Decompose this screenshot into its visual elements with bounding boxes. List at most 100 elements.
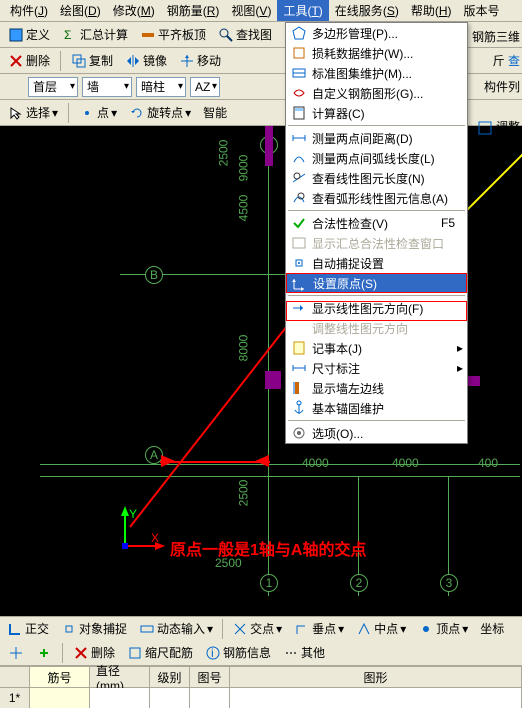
grid-hdr-fig[interactable]: 图号 <box>190 667 230 687</box>
status-dynin[interactable]: 动态输入 ▾ <box>134 617 218 640</box>
dd-measure-arc[interactable]: 测量两点间弧线长度(L) <box>286 148 467 168</box>
dd-options[interactable]: 选项(O)... <box>286 423 467 443</box>
bt-expand[interactable] <box>4 643 28 663</box>
tool-rotate[interactable]: 旋转点 ▾ <box>125 102 195 123</box>
bt-plus[interactable] <box>32 643 56 663</box>
menu-version[interactable]: 版本号 <box>458 0 506 21</box>
svg-text:i: i <box>211 646 214 660</box>
menu-tools[interactable]: 工具(T) <box>277 0 328 21</box>
arc-icon <box>290 150 308 166</box>
subcategory-combo[interactable]: 暗柱 <box>136 77 186 97</box>
cell-fig[interactable] <box>190 688 230 708</box>
wallline-icon <box>290 380 308 396</box>
bt-info[interactable]: i钢筋信息 <box>201 642 275 663</box>
dd-wallline[interactable]: 显示墙左边线 <box>286 378 467 398</box>
dd-notepad[interactable]: 记事本(J) <box>286 338 467 358</box>
menu-rebar[interactable]: 钢筋量(R) <box>161 0 226 21</box>
menu-online[interactable]: 在线服务(S) <box>329 0 405 21</box>
dim-h4000a: 4000 <box>302 456 329 470</box>
tool-move[interactable]: 移动 <box>175 50 225 71</box>
status-mid[interactable]: 中点 ▾ <box>351 617 411 640</box>
grid-hdr-level[interactable]: 级别 <box>150 667 190 687</box>
status-ortho[interactable]: 正交 <box>2 617 54 640</box>
menubar: 构件(J) 绘图(D) 修改(M) 钢筋量(R) 视图(V) 工具(T) 在线服… <box>0 0 522 22</box>
svg-text:Σ: Σ <box>64 28 71 42</box>
tool-point[interactable]: 点 ▾ <box>75 102 121 123</box>
dd-snap[interactable]: 自动捕捉设置 <box>286 253 467 273</box>
tool-sum[interactable]: Σ汇总计算 <box>58 24 132 45</box>
loss-icon <box>290 45 308 61</box>
dd-check[interactable]: 合法性检查(V)F5 <box>286 213 467 233</box>
dd-dimension[interactable]: 尺寸标注 <box>286 358 467 378</box>
grid-hdr-shape[interactable]: 图形 <box>230 667 522 687</box>
dd-showdir[interactable]: 显示线性图元方向(F) <box>286 298 467 318</box>
cell-shape[interactable] <box>230 688 522 708</box>
status-vertex[interactable]: 顶点 ▾ <box>413 617 473 640</box>
cell-dia[interactable] <box>90 688 150 708</box>
check-icon <box>290 215 308 231</box>
dir-icon <box>290 300 308 316</box>
bt-scale[interactable]: 缩尺配筋 <box>123 642 197 663</box>
tool-search[interactable]: 查找图 <box>214 24 276 45</box>
grid-hdr-dia[interactable]: 直径(mm) <box>90 667 150 687</box>
tool-select[interactable]: 选择 ▾ <box>4 102 62 123</box>
grid-header: 筋号 直径(mm) 级别 图号 图形 <box>0 666 522 688</box>
az-combo[interactable]: AZ <box>190 77 220 97</box>
grid-row[interactable]: 1* <box>0 688 522 708</box>
floor-combo[interactable]: 首层 <box>28 77 78 97</box>
cell-rebar-num[interactable] <box>30 688 90 708</box>
tool-define[interactable]: 定义 <box>4 24 54 45</box>
dd-set-origin[interactable]: 设置原点(S) <box>286 273 467 293</box>
dd-loss[interactable]: 损耗数据维护(W)... <box>286 43 467 63</box>
tools-dropdown: 多边形管理(P)... 损耗数据维护(W)... 标准图集维护(M)... 自定… <box>285 22 468 444</box>
dim-2500a: 2500 <box>216 140 230 167</box>
status-osnap[interactable]: 对象捕捉 <box>56 617 132 640</box>
dd-stdmap[interactable]: 标准图集维护(M)... <box>286 63 467 83</box>
dd-polygon[interactable]: 多边形管理(P)... <box>286 23 467 43</box>
anchor-icon <box>290 400 308 416</box>
menu-draw[interactable]: 绘图(D) <box>54 0 107 21</box>
tool-copy[interactable]: 复制 <box>67 50 117 71</box>
axis-bubble-3-bot: 3 <box>440 574 458 592</box>
dd-measure-dist[interactable]: 测量两点间距离(D) <box>286 128 467 148</box>
calc-icon <box>290 105 308 121</box>
tool-mirror[interactable]: 镜像 <box>121 50 171 71</box>
tool-smart[interactable]: 智能 <box>199 102 231 123</box>
bt-other[interactable]: 其他 <box>279 642 329 663</box>
dd-linelen[interactable]: 查看线性图元长度(N) <box>286 168 467 188</box>
dd-custom[interactable]: 自定义钢筋图形(G)... <box>286 83 467 103</box>
side-shift-label: 斤 查 <box>493 52 520 69</box>
grid-hdr-blank[interactable] <box>0 667 30 687</box>
side-adjust-label[interactable]: 调整 <box>477 118 520 136</box>
side-component-label[interactable]: 构件列 <box>484 78 520 95</box>
menu-view[interactable]: 视图(V) <box>225 0 277 21</box>
svg-text:Y: Y <box>129 507 137 521</box>
snap-icon <box>290 255 308 271</box>
category-combo[interactable]: 墙 <box>82 77 132 97</box>
menu-modify[interactable]: 修改(M) <box>107 0 161 21</box>
tool-align[interactable]: 平齐板顶 <box>136 24 210 45</box>
dim-4500: 4500 <box>236 195 250 222</box>
status-coord[interactable]: 坐标 <box>475 617 509 640</box>
origin-icon <box>291 275 309 291</box>
status-perp[interactable]: 垂点 ▾ <box>289 617 349 640</box>
bt-delete[interactable]: 删除 <box>69 642 119 663</box>
linelen-icon <box>290 170 308 186</box>
dd-calc[interactable]: 计算器(C) <box>286 103 467 123</box>
annotation-text: 原点一般是1轴与A轴的交点 <box>170 536 366 560</box>
dd-arcinfo[interactable]: 查看弧形线性图元信息(A) <box>286 188 467 208</box>
svg-text:X: X <box>151 531 159 545</box>
dd-anchor[interactable]: 基本锚固维护 <box>286 398 467 418</box>
showcheck-icon <box>290 235 308 251</box>
status-cross[interactable]: 交点 ▾ <box>227 617 287 640</box>
statusbar: 正交 对象捕捉 动态输入 ▾ 交点 ▾ 垂点 ▾ 中点 ▾ 顶点 ▾ 坐标 <box>0 616 522 640</box>
dim-9000: 9000 <box>236 155 250 182</box>
menu-component[interactable]: 构件(J) <box>4 0 54 21</box>
bottom-toolbar: 删除 缩尺配筋 i钢筋信息 其他 <box>0 640 522 666</box>
menu-help[interactable]: 帮助(H) <box>405 0 458 21</box>
cell-level[interactable] <box>150 688 190 708</box>
dd-adjdir: 调整线性图元方向 <box>286 318 467 338</box>
grid-hdr-num[interactable]: 筋号 <box>30 667 90 687</box>
tool-delete[interactable]: 删除 <box>4 50 54 71</box>
dim-h400: 400 <box>478 456 498 470</box>
